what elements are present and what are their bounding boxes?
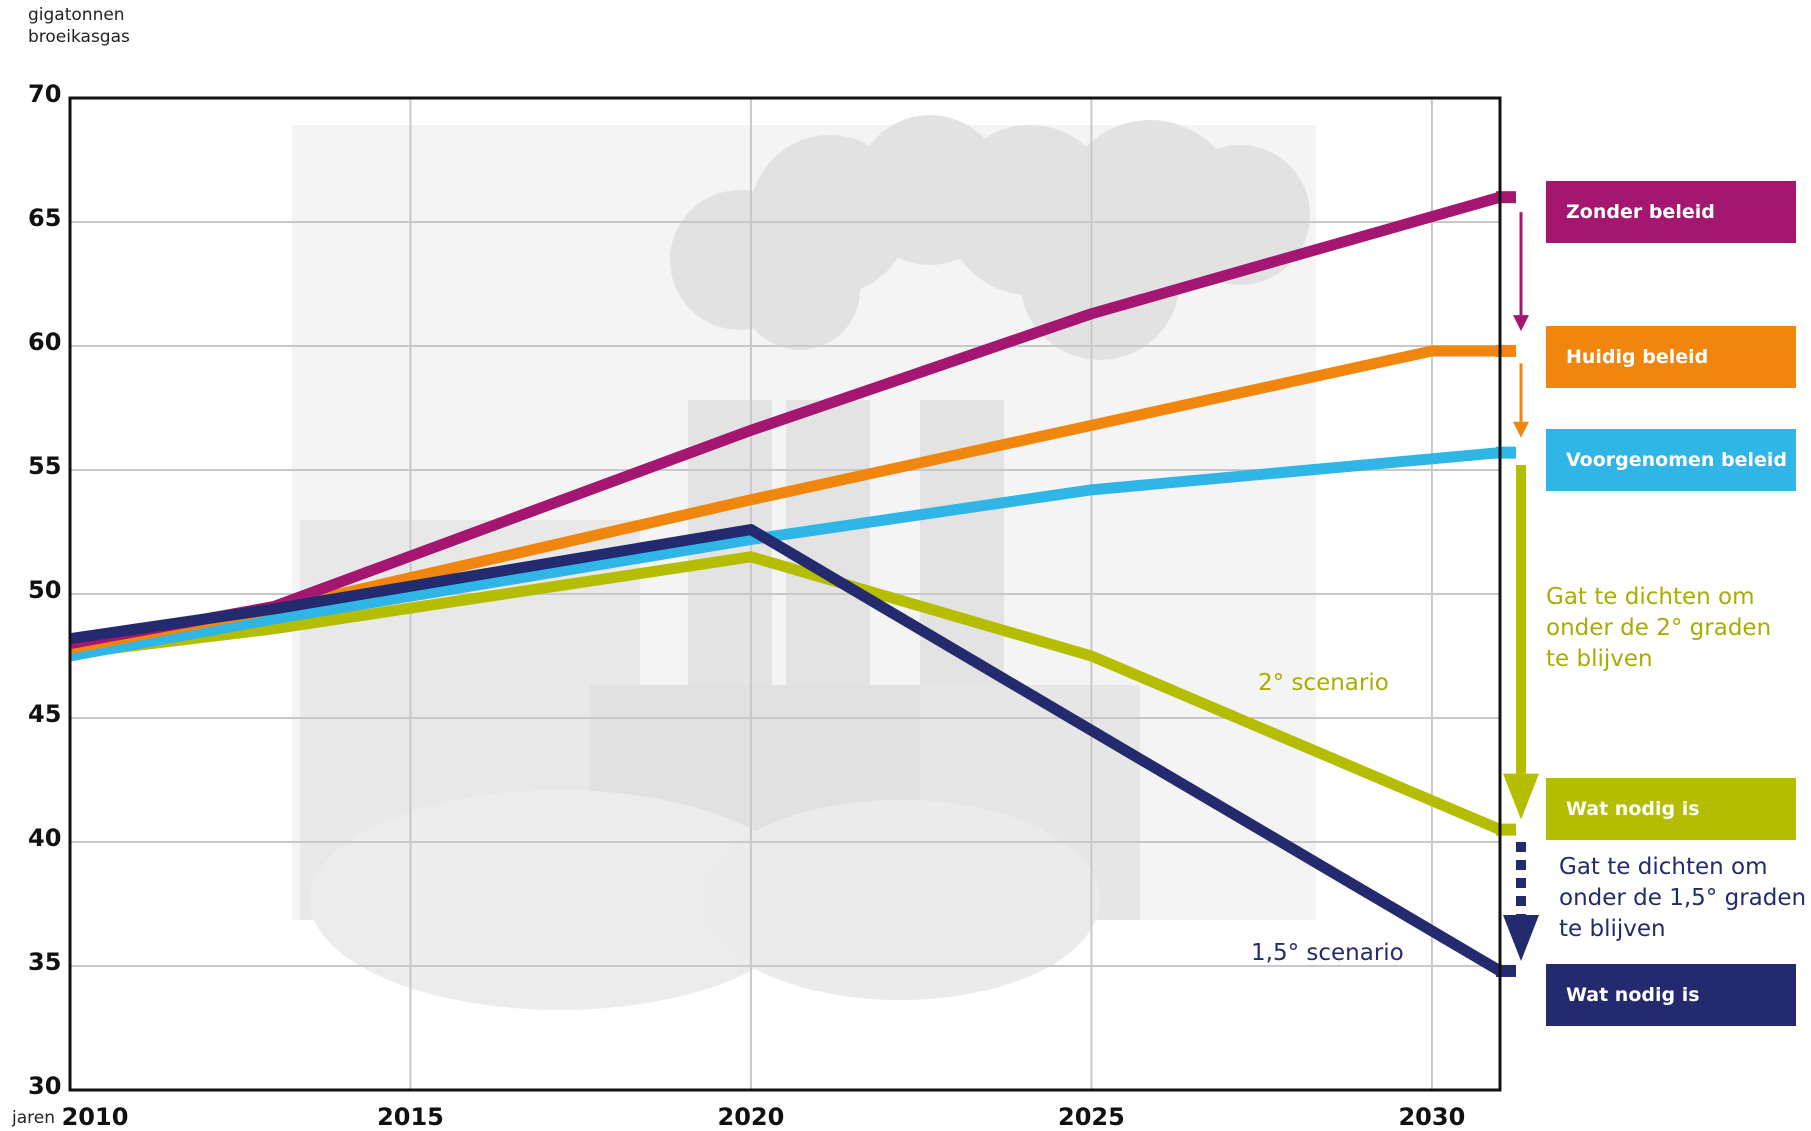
series-line-4 — [69, 551, 1503, 835]
arrow-huidig-voorgenomen-head — [1513, 421, 1529, 438]
y-axis-title: gigatonnen broeikasgas — [28, 5, 130, 47]
dome-left — [310, 790, 810, 1010]
legend-box-2: Huidig beleid — [1546, 326, 1796, 388]
y-tick-45: 45 — [28, 700, 62, 728]
arrow-gap-15-head — [1503, 915, 1539, 962]
smoke-cloud-6 — [1170, 145, 1310, 285]
y-tick-65: 65 — [28, 204, 62, 232]
gap-15-label: Gat te dichten om onder de 1,5° graden t… — [1559, 854, 1807, 942]
series-lines — [68, 191, 1516, 977]
gap-arrows — [1503, 212, 1539, 962]
y-tick-50: 50 — [28, 576, 62, 604]
x-tick-2025: 2025 — [1058, 1103, 1125, 1131]
chimney-2 — [786, 400, 870, 700]
arrow-gap-2-head — [1503, 773, 1539, 820]
scenario-15-label: 1,5° scenario — [1251, 940, 1404, 966]
legend-box-3: Voorgenomen beleid — [1546, 429, 1796, 491]
y-tick-70: 70 — [28, 80, 62, 108]
arrow-zonder-huidig-head — [1513, 315, 1529, 332]
legend-box-1: Zonder beleid — [1546, 181, 1796, 243]
y-tick-60: 60 — [28, 328, 62, 356]
y-tick-35: 35 — [28, 948, 62, 976]
x-tick-2010: 2010 — [61, 1103, 129, 1131]
legend-box-5: Wat nodig is — [1546, 964, 1796, 1026]
legend-box-4: Wat nodig is — [1546, 778, 1796, 840]
x-axis-title: jaren — [12, 1108, 55, 1128]
y-tick-55: 55 — [28, 452, 62, 480]
x-tick-2020: 2020 — [717, 1103, 785, 1131]
smoke-cloud-7 — [740, 230, 860, 350]
smoke-cloud-8 — [1020, 200, 1180, 360]
plot-frame — [68, 96, 1502, 1092]
x-tick-2030: 2030 — [1398, 1103, 1466, 1131]
series-line-3 — [69, 447, 1501, 662]
y-tick-30: 30 — [28, 1072, 62, 1100]
series-line-5 — [69, 524, 1503, 976]
gap-2-label: Gat te dichten om onder de 2° graden te … — [1546, 584, 1772, 672]
x-tick-2015: 2015 — [377, 1103, 444, 1131]
scenario-2-label: 2° scenario — [1258, 670, 1389, 696]
dome-right — [700, 800, 1100, 1000]
y-tick-40: 40 — [28, 824, 62, 852]
